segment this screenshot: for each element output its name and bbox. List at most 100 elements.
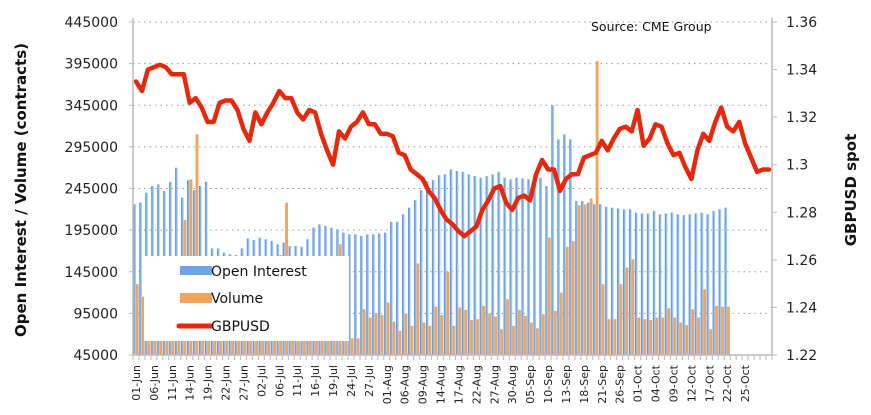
volume-bar	[703, 289, 707, 355]
right-axis-ticks: 1.36 1.34 1.32 1.3 1.28 1.26 1.24 1.22	[772, 15, 817, 364]
volume-bar	[326, 338, 330, 355]
volume-bar	[171, 338, 175, 355]
volume-bar	[135, 284, 139, 355]
volume-bar	[655, 317, 659, 355]
volume-bar	[434, 306, 438, 355]
x-tick-label: 04-Oct	[650, 364, 663, 402]
volume-bar	[362, 309, 366, 355]
open-interest-bar	[593, 204, 596, 355]
volume-bar	[356, 338, 360, 355]
y-tick-label: 445000	[65, 15, 118, 31]
x-tick-label: 06-Jul	[273, 365, 286, 397]
open-interest-bar	[354, 234, 357, 355]
volume-bar	[697, 317, 701, 355]
x-tick-label: 22-Jun	[220, 365, 233, 401]
open-interest-bar	[545, 186, 549, 355]
volume-bar	[607, 319, 611, 355]
volume-bar	[237, 338, 241, 355]
volume-bar	[661, 317, 665, 355]
volume-bar	[422, 322, 426, 355]
volume-bar	[428, 325, 432, 355]
x-tick-label: 01-Oct	[632, 364, 645, 402]
volume-bar	[643, 319, 647, 355]
y2-tick-label: 1.22	[786, 348, 817, 364]
volume-bar	[273, 338, 277, 355]
volume-bar	[589, 198, 593, 355]
open-interest-bar	[449, 169, 453, 355]
open-interest-bar	[378, 233, 381, 355]
volume-bar	[410, 325, 414, 355]
open-interest-bar	[479, 177, 483, 355]
volume-bar	[458, 307, 462, 355]
volume-bar	[452, 325, 456, 355]
open-interest-bar	[658, 214, 662, 355]
open-interest-bar	[431, 180, 435, 355]
open-interest-bar	[497, 171, 501, 355]
x-tick-label: 21-Sep	[596, 365, 609, 404]
open-interest-bar	[384, 232, 387, 355]
volume-bar	[201, 338, 205, 355]
open-interest-bar	[605, 206, 608, 355]
y-tick-label: 145000	[65, 265, 118, 281]
open-interest-bar	[688, 214, 692, 355]
x-tick-label: 14-Aug	[435, 365, 448, 404]
volume-bar	[141, 296, 145, 355]
source-annotation: Source: CME Group	[591, 19, 712, 34]
legend-label-gbpusd: GBPUSD	[211, 319, 270, 335]
volume-bar	[267, 338, 271, 355]
x-tick-label: 24-Jul	[345, 365, 358, 397]
y-tick-label: 245000	[65, 182, 118, 198]
volume-bar	[541, 314, 545, 355]
open-interest-bar	[443, 174, 447, 355]
open-interest-bar	[575, 200, 578, 355]
x-tick-label: 19-Jun	[202, 365, 215, 401]
axes-layer	[132, 18, 773, 356]
volume-bar	[679, 322, 683, 355]
x-tick-label: 06-Jun	[148, 365, 161, 401]
open-interest-bar	[509, 179, 513, 355]
x-tick-label: 27-Jul	[363, 365, 376, 397]
legend-label-volume: Volume	[211, 291, 263, 307]
x-tick-label: 05-Sep	[524, 365, 537, 404]
y2-tick-label: 1.34	[786, 63, 817, 79]
volume-bar	[524, 315, 527, 355]
volume-bar	[392, 321, 396, 355]
legend-swatch-volume	[180, 293, 212, 303]
left-axis-ticks: 445000 395000 345000 295000 245000 195000 1450…	[65, 15, 133, 364]
open-interest-bar	[724, 207, 728, 355]
volume-bar	[315, 338, 318, 355]
open-interest-bar	[515, 177, 519, 355]
volume-bar	[350, 338, 354, 355]
right-axis-title: GBPUSD spot	[842, 134, 860, 247]
x-tick-label: 13-Sep	[560, 365, 573, 404]
volume-bar	[488, 313, 492, 355]
open-interest-bar	[622, 209, 626, 355]
x-tick-label: 11-Jun	[166, 365, 179, 401]
open-interest-bar	[670, 212, 674, 355]
open-interest-bar	[521, 178, 525, 355]
volume-bar	[147, 338, 151, 355]
x-tick-label: 01-Aug	[381, 365, 394, 404]
volume-bar	[583, 204, 587, 355]
volume-bar	[446, 271, 450, 355]
volume-bar	[500, 329, 503, 355]
volume-bar	[249, 338, 253, 355]
volume-bar	[464, 310, 468, 355]
y2-tick-label: 1.32	[786, 110, 817, 126]
volume-bar	[601, 284, 605, 355]
y2-tick-label: 1.26	[786, 253, 817, 269]
line-layer	[133, 62, 772, 239]
x-tick-label: 30-Aug	[506, 365, 519, 404]
gbpusd-line	[133, 62, 772, 239]
open-interest-bar	[425, 181, 429, 355]
volume-bar	[368, 317, 372, 355]
open-interest-bar	[563, 134, 566, 355]
volume-bar	[320, 338, 324, 355]
volume-bar	[721, 306, 724, 355]
open-interest-bar	[408, 207, 411, 355]
x-tick-label: 11-Jul	[291, 365, 304, 397]
x-tick-label: 27-Aug	[488, 365, 501, 404]
volume-bar	[440, 315, 444, 355]
open-interest-bar	[551, 105, 555, 355]
volume-bar	[530, 322, 533, 355]
